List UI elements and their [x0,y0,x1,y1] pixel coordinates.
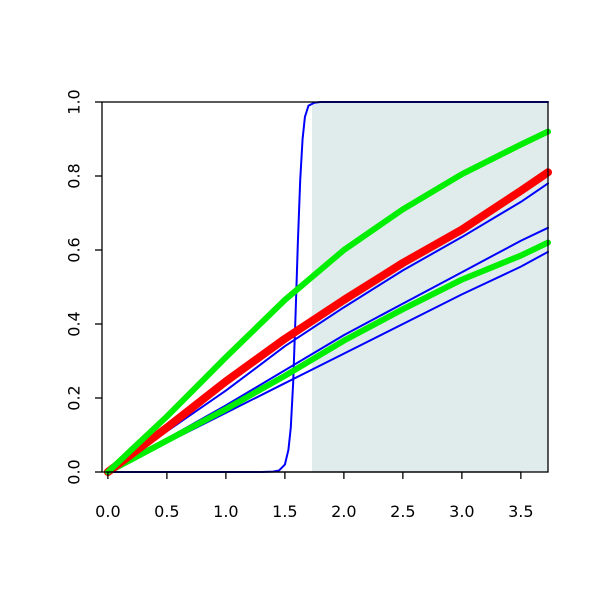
x-tick-label: 3.0 [449,502,474,521]
y-tick-label: 0.8 [65,163,84,188]
y-tick-label: 0.0 [65,459,84,484]
axes-layer: 0.0 0.5 1.0 1.5 2.0 2.5 3.0 3.5 0.0 0.2 0.4 0.6 0.8 1… [65,89,534,521]
x-tick-label: 3.5 [508,502,533,521]
x-tick-label: 0.5 [154,502,179,521]
y-tick-label: 0.4 [65,311,84,336]
series-line-4 [106,182,549,473]
x-tick-label: 0.0 [95,502,120,521]
y-tick-label: 1.0 [65,89,84,114]
x-tick-label: 2.5 [390,502,415,521]
x-tick-label: 1.5 [272,502,297,521]
series-line-7 [104,128,551,475]
series-layer [103,101,552,476]
shaded-region [312,102,548,472]
series-line-6 [103,168,552,476]
x-tick-label: 2.0 [331,502,356,521]
shaded-region-layer [312,102,548,472]
y-tick-label: 0.2 [65,385,84,410]
y-tick-label: 0.6 [65,237,84,262]
x-tick-label: 1.0 [213,502,238,521]
series-line-5 [104,239,551,475]
